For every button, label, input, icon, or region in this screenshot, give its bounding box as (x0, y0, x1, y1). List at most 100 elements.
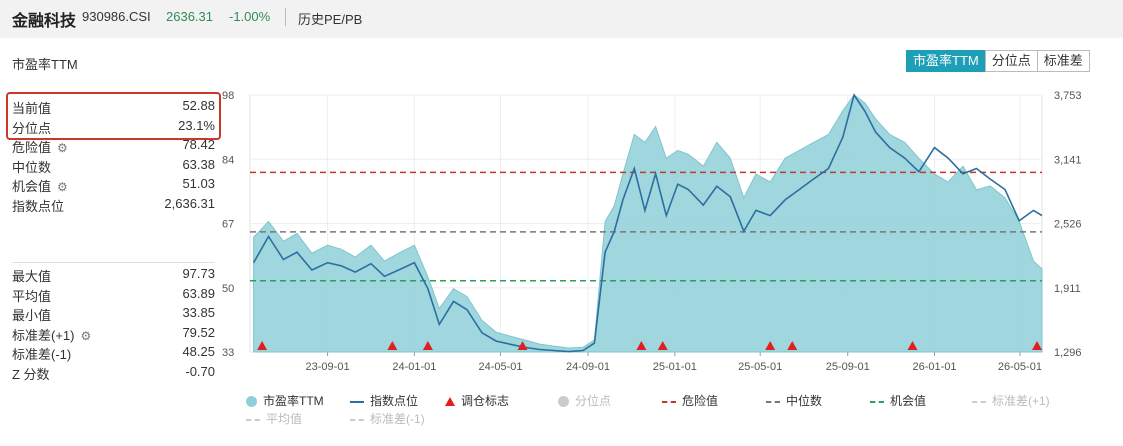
legend-label: 分位点 (575, 394, 612, 408)
x-tick-label: 26-05-01 (998, 361, 1042, 373)
legend-item[interactable]: 分位点 (558, 392, 611, 409)
adjustment-marker (387, 341, 398, 350)
stat-label: 危险值 (12, 140, 52, 155)
legend-item[interactable]: 平均值 (246, 410, 302, 427)
legend-marker (870, 400, 884, 403)
left-tick-label: 98 (222, 90, 234, 102)
stat-label: 分位点 (12, 120, 52, 136)
stat-label: 中位数 (12, 159, 52, 175)
x-tick-label: 23-09-01 (306, 361, 350, 373)
legend-marker (766, 400, 780, 403)
right-tick-label: 1,911 (1054, 283, 1081, 295)
stat-label: 最大值 (12, 269, 52, 284)
adjustment-marker (657, 341, 668, 350)
stat-value: -0.70 (185, 363, 215, 379)
legend-label: 指数点位 (370, 394, 419, 408)
stat-value: 33.85 (182, 305, 215, 320)
legend-label: 机会值 (890, 394, 927, 408)
index-name: 金融科技 (12, 13, 77, 30)
tab-std-dev[interactable]: 标准差 (1036, 50, 1090, 72)
legend-item[interactable]: 标准差(+1) (972, 392, 1050, 409)
x-tick-label: 25-01-01 (653, 361, 697, 373)
stat-label: Z 分数 (12, 366, 50, 382)
adjustment-marker (787, 341, 798, 350)
legend-marker (972, 400, 986, 403)
legend-marker (350, 418, 364, 421)
tab-percentile[interactable]: 分位点 (984, 50, 1038, 72)
stat-value: 51.03 (182, 176, 215, 191)
gear-icon[interactable]: ⚙ (80, 328, 92, 343)
stat-value: 63.38 (182, 156, 215, 172)
stat-row-z-score: Z 分数 -0.70 (12, 362, 215, 382)
legend-label: 中位数 (786, 394, 823, 408)
current-value-highlight (6, 92, 221, 140)
left-tick-label: 84 (222, 154, 234, 166)
legend-label: 标准差(-1) (370, 412, 425, 426)
gear-icon[interactable]: ⚙ (57, 180, 68, 194)
stat-label: 机会值 (12, 179, 52, 194)
stat-row-median: 中位数 63.38 (12, 155, 215, 175)
stat-label: 平均值 (12, 288, 52, 304)
legend-item[interactable]: 危险值 (662, 392, 718, 409)
stat-label: 最小值 (12, 308, 52, 323)
top-bar: 金融科技 930986.CSI 2636.31 -1.00% 历史PE/PB (0, 0, 1123, 36)
stat-row-std-plus: 标准差(+1) ⚙ 79.52 (12, 323, 215, 343)
stat-label: 当前值 (12, 101, 52, 116)
legend-item[interactable]: 标准差(-1) (350, 410, 425, 427)
adjustment-marker (422, 341, 433, 350)
stat-value: 2,636.31 (164, 195, 215, 211)
history-pe-pb-link[interactable]: 历史PE/PB (298, 12, 363, 27)
adjustment-marker (636, 341, 647, 350)
legend-label: 危险值 (682, 394, 719, 408)
stat-value: 78.42 (182, 137, 215, 152)
adjustment-marker (517, 341, 528, 350)
x-tick-label: 24-01-01 (392, 361, 436, 373)
index-line-series (252, 93, 1043, 353)
stat-label: 标准差(+1) (12, 327, 75, 343)
legend-item[interactable]: 市盈率TTM (246, 392, 324, 409)
legend-item[interactable]: 机会值 (870, 392, 926, 409)
stat-row-mean: 平均值 63.89 (12, 284, 215, 304)
index-change: -1.00% (229, 9, 271, 24)
stat-value: 52.88 (182, 98, 215, 113)
x-tick-label: 25-05-01 (738, 361, 782, 373)
legend-marker (246, 396, 257, 408)
stat-row-chance: 机会值 ⚙ 51.03 (12, 174, 215, 194)
stats-divider (12, 262, 215, 263)
left-tick-label: 33 (222, 347, 234, 359)
legend-item[interactable]: 中位数 (766, 392, 822, 409)
index-price: 2636.31 (166, 9, 213, 24)
x-tick-label: 25-09-01 (826, 361, 870, 373)
x-tick-label: 26-01-01 (913, 361, 957, 373)
right-tick-label: 3,141 (1054, 154, 1082, 166)
stat-row-max: 最大值 97.73 (12, 264, 215, 284)
x-tick-label: 24-09-01 (566, 361, 610, 373)
left-tick-label: 50 (222, 283, 234, 295)
tab-pe-ttm[interactable]: 市盈率TTM (906, 50, 986, 72)
right-tick-label: 1,296 (1054, 347, 1082, 359)
legend-label: 标准差(+1) (992, 394, 1050, 408)
stat-label: 标准差(-1) (12, 347, 72, 362)
panel-title: 市盈率TTM (12, 57, 78, 72)
legend-marker (246, 418, 260, 421)
legend-label: 市盈率TTM (263, 394, 324, 408)
stat-value: 97.73 (182, 266, 215, 281)
right-tick-label: 3,753 (1054, 90, 1082, 102)
header-divider (285, 8, 286, 26)
stat-row-current: 当前值 52.88 (12, 96, 215, 116)
stat-row-percentile: 分位点 23.1% (12, 116, 215, 136)
stat-row-std-minus: 标准差(-1) 48.25 (12, 342, 215, 362)
legend-marker (662, 400, 676, 403)
gear-icon[interactable]: ⚙ (57, 141, 68, 155)
legend-marker (558, 396, 569, 408)
metric-tabs: 市盈率TTM 分位点 标准差 (906, 50, 1090, 72)
legend-item[interactable]: 调仓标志 (445, 392, 509, 409)
stat-label: 指数点位 (12, 198, 65, 214)
adjustment-marker (1032, 341, 1043, 350)
legend-marker (445, 397, 455, 407)
x-tick-label: 24-05-01 (478, 361, 522, 373)
legend-marker (350, 400, 364, 403)
stat-value: 23.1% (178, 117, 215, 133)
legend-item[interactable]: 指数点位 (350, 392, 418, 409)
